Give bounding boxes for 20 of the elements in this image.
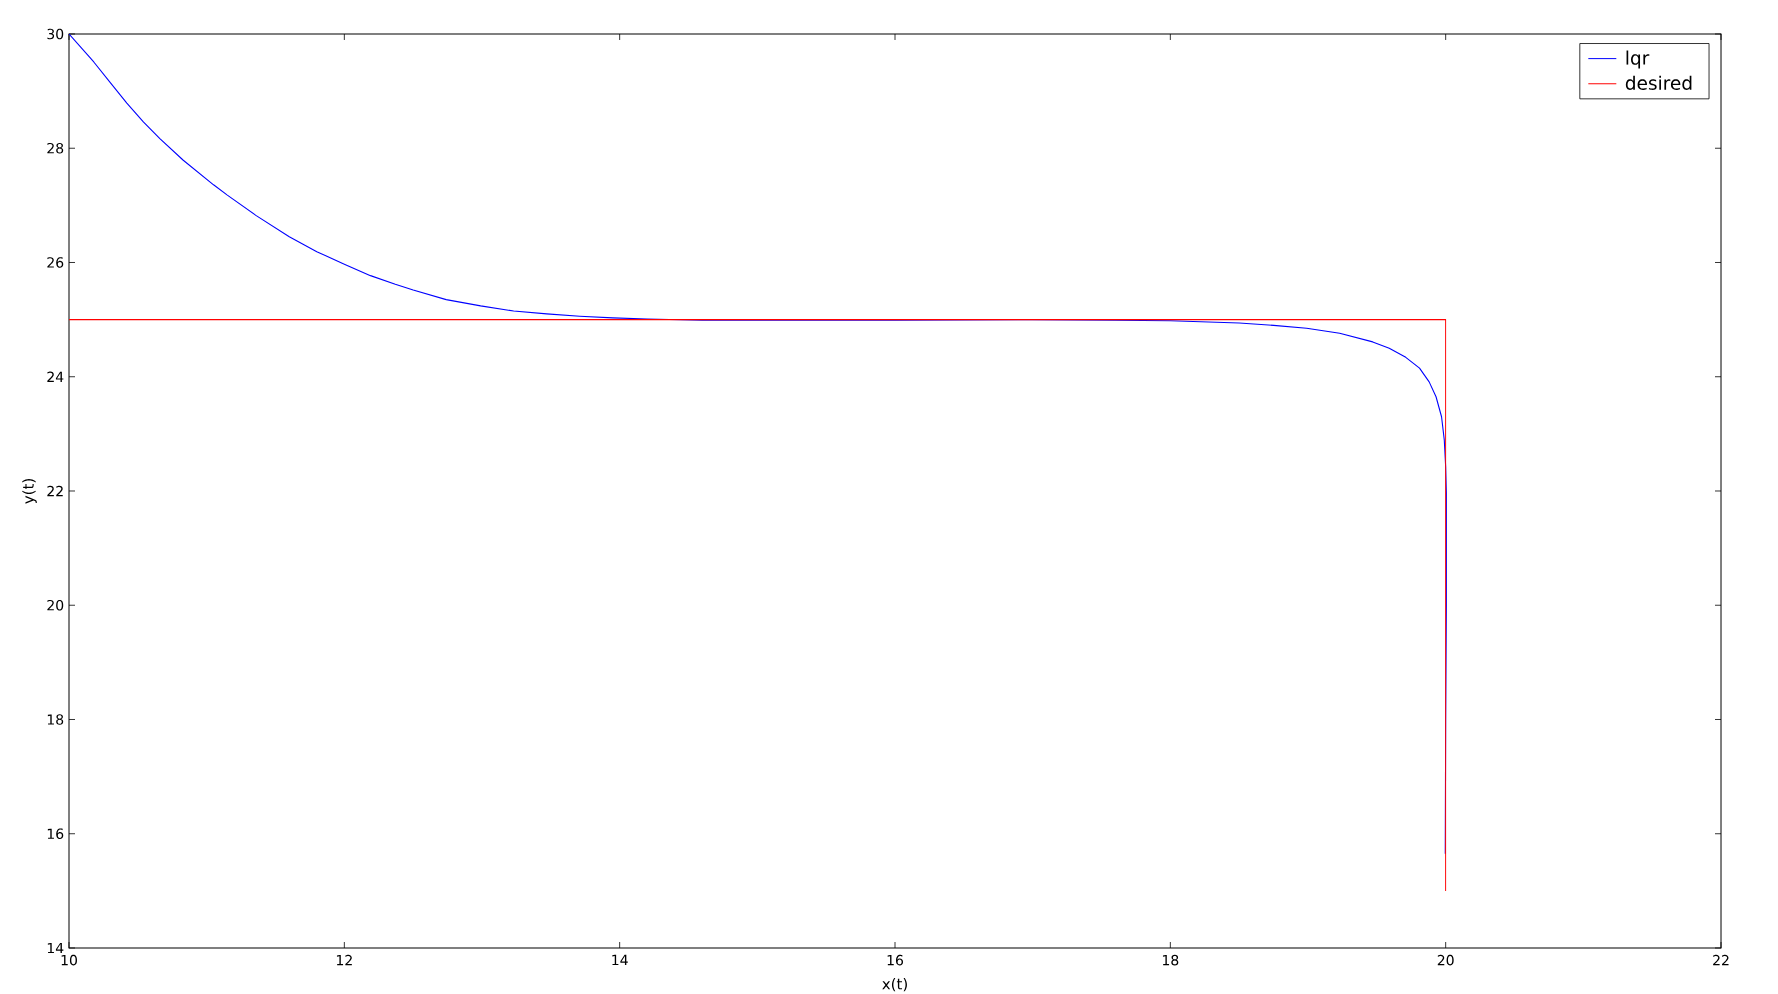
x-tick-label: 10 <box>61 954 77 966</box>
y-tick-label: 28 <box>47 142 64 154</box>
x-tick-label: 20 <box>1437 954 1454 966</box>
x-axis-title: x(t) <box>882 978 907 992</box>
y-tick-label: 20 <box>47 599 64 611</box>
legend-label: desired <box>1625 75 1692 91</box>
x-tick-label: 12 <box>336 954 352 966</box>
y-tick-label: 24 <box>47 371 64 382</box>
x-tick-label: 22 <box>1713 954 1729 966</box>
y-axis-title: y(t) <box>22 479 37 504</box>
x-tick-label: 18 <box>1162 954 1179 966</box>
y-tick-label: 30 <box>47 28 64 40</box>
y-tick-label: 22 <box>47 485 63 497</box>
y-tick-label: 14 <box>47 942 64 954</box>
y-tick-label: 18 <box>47 714 64 725</box>
legend-label: lqr <box>1626 50 1650 69</box>
x-tick-label: 14 <box>612 954 628 966</box>
y-tick-label: 16 <box>47 828 64 840</box>
x-tick-label: 16 <box>887 954 904 966</box>
y-tick-label: 26 <box>47 257 64 268</box>
